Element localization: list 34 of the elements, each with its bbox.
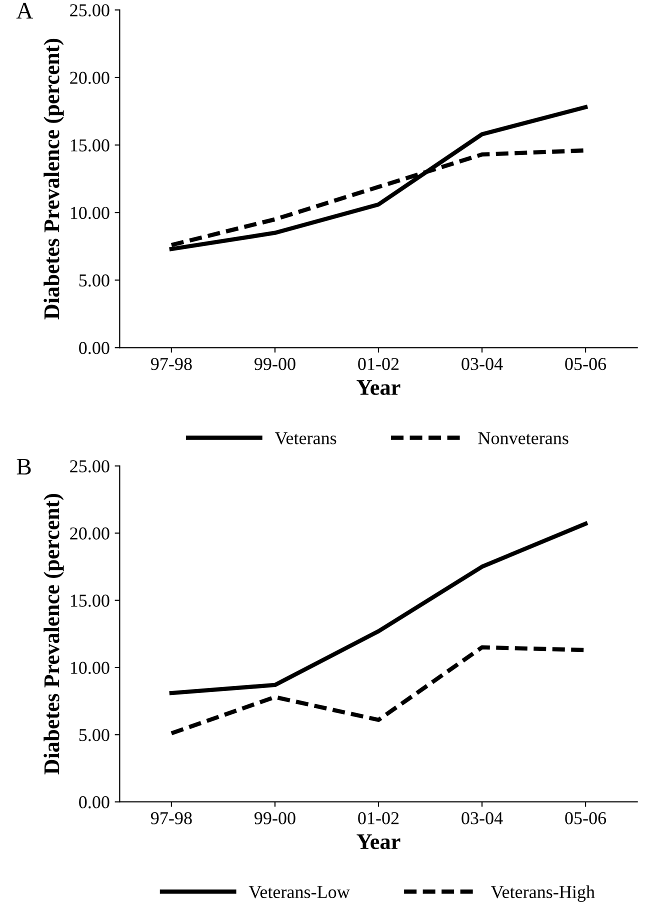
- y-tick-label: 0.00: [79, 342, 110, 354]
- x-tick-label: 05-06: [565, 358, 606, 370]
- y-tick-label: 0.00: [79, 796, 110, 808]
- x-tick-label: 97-98: [150, 812, 192, 824]
- legend-label: Nonveterans: [478, 432, 568, 444]
- y-tick-label: 5.00: [79, 728, 110, 742]
- y-tick-label: 25.00: [70, 460, 110, 472]
- x-tick-label: 05-06: [565, 812, 606, 824]
- y-tick-label: 10.00: [70, 206, 110, 220]
- y-tick-label: 10.00: [70, 662, 110, 674]
- chart-title: B: [16, 458, 31, 474]
- x-axis-title: Year: [356, 380, 400, 395]
- y-tick-label: 25.00: [70, 4, 110, 16]
- y-axis-title: Diabetes Prevalence (percent): [44, 38, 64, 320]
- legend-label: Veterans: [274, 432, 336, 444]
- y-tick-label: 20.00: [70, 527, 110, 540]
- y-tick-label: 5.00: [79, 274, 110, 287]
- x-tick-label: 03-04: [462, 812, 503, 824]
- legend-label: Veterans-Low: [248, 886, 350, 898]
- x-tick-label: 01-02: [358, 358, 399, 370]
- chart-title: A: [16, 2, 34, 18]
- y-tick-label: 15.00: [70, 594, 110, 607]
- line-series: [169, 522, 588, 696]
- y-tick-label: 15.00: [70, 139, 110, 152]
- y-tick-label: 20.00: [70, 72, 110, 84]
- x-tick-label: 99-00: [254, 358, 296, 370]
- x-tick-label: 01-02: [358, 812, 399, 824]
- x-tick-label: 97-98: [150, 358, 192, 370]
- legend-label: Veterans-High: [490, 885, 595, 902]
- y-axis-title: Diabetes Prevalence (percent): [44, 494, 64, 774]
- line-series: [169, 105, 588, 252]
- x-axis-title: Year: [356, 834, 400, 850]
- x-tick-label: 99-00: [254, 812, 296, 824]
- x-tick-label: 03-04: [462, 358, 503, 370]
